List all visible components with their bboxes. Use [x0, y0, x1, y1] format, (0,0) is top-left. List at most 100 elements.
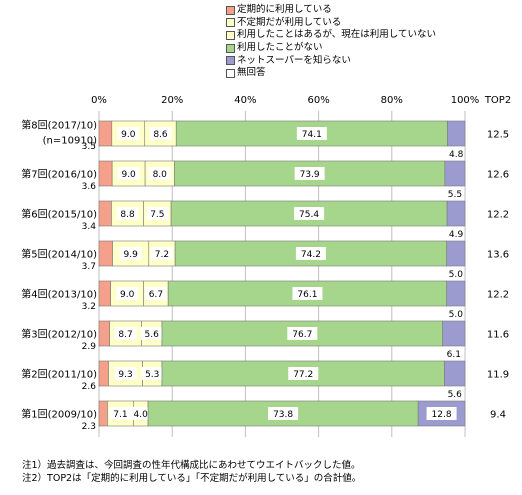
data-label-box: [109, 407, 132, 420]
data-label-box: [129, 407, 152, 420]
data-label: 4.8: [449, 150, 464, 160]
data-label-box: [426, 407, 457, 420]
data-label: 4.9: [449, 230, 464, 240]
top2-value: 12.5: [487, 130, 509, 141]
x-tick-label: 80%: [381, 95, 403, 106]
top2-header: TOP2: [484, 95, 511, 106]
legend-swatch: [226, 68, 235, 78]
bar-segment: [98, 240, 113, 267]
data-label: 5.5: [448, 190, 462, 200]
data-label: 8.0: [153, 170, 168, 180]
data-label-box: [268, 407, 299, 420]
top2-value: 12.2: [487, 210, 509, 221]
bar-segment: [444, 160, 466, 187]
top2-value: 11.9: [487, 370, 509, 381]
data-label: 76.7: [292, 330, 312, 340]
data-label: 12.8: [432, 410, 452, 420]
data-label-box: [294, 207, 325, 220]
data-label: 74.1: [302, 130, 322, 140]
data-label-box: [149, 127, 172, 140]
legend-label: 利用したことはあるが、現在は利用していない: [237, 29, 437, 41]
data-label-box: [287, 327, 318, 340]
data-label-box: [114, 327, 137, 340]
legend-item: 利用したことがない: [226, 42, 436, 55]
category-label: 第8回(2017/10): [21, 119, 97, 132]
data-label: 3.5: [82, 142, 96, 152]
top2-value: 9.4: [490, 410, 506, 421]
data-label: 2.6: [82, 382, 97, 392]
data-label: 8.6: [153, 130, 168, 140]
bar-segment: [446, 240, 466, 267]
note-1: 注1）過去調査は、今回調査の性年代構成比にあわせてウエイトバックした値。: [22, 460, 361, 471]
bar-segment: [446, 200, 466, 227]
top2-value: 12.2: [487, 290, 509, 301]
bar-segment: [98, 360, 109, 387]
data-label-box: [150, 247, 173, 260]
data-label: 9.9: [123, 250, 138, 260]
bar-segment: [442, 320, 466, 347]
legend-label: 定期的に利用している: [237, 4, 332, 16]
category-label-sub: (n=10910): [43, 136, 97, 147]
legend-label: 無回答: [237, 67, 266, 79]
data-label: 3.7: [82, 262, 96, 272]
bar-segment: [175, 120, 448, 147]
data-label-box: [117, 127, 140, 140]
data-label-box: [292, 287, 323, 300]
category-label: 第4回(2013/10): [21, 288, 97, 301]
data-label: 5.0: [449, 270, 464, 280]
legend-label: ネットスーパーを知らない: [237, 54, 351, 66]
data-label: 2.9: [82, 342, 97, 352]
legend-swatch: [226, 43, 235, 53]
data-label: 77.2: [293, 370, 313, 380]
legend-swatch: [226, 56, 235, 66]
bar-segment: [446, 280, 466, 307]
data-label: 7.2: [155, 250, 169, 260]
data-label-box: [144, 287, 167, 300]
data-label: 9.0: [121, 170, 136, 180]
data-label: 3.4: [82, 222, 97, 232]
data-label: 73.8: [273, 410, 293, 420]
legend-swatch: [226, 5, 235, 15]
data-label: 74.2: [301, 250, 321, 260]
data-label-box: [146, 207, 169, 220]
top2-value: 12.6: [487, 170, 509, 181]
category-label: 第6回(2015/10): [21, 208, 97, 221]
bar-segment: [98, 400, 108, 427]
data-label-box: [288, 367, 319, 380]
data-label: 8.7: [118, 330, 132, 340]
data-label: 5.0: [449, 310, 464, 320]
data-label: 73.9: [300, 170, 320, 180]
bar-segment: [98, 320, 110, 347]
bar-segment: [444, 360, 466, 387]
x-tick-label: 20%: [161, 95, 183, 106]
legend-item: ネットスーパーを知らない: [226, 54, 436, 67]
data-label: 75.4: [299, 210, 319, 220]
x-tick-label: 0%: [91, 95, 107, 106]
data-label-box: [295, 247, 326, 260]
category-label: 第1回(2009/10): [21, 408, 97, 421]
data-label-box: [117, 167, 140, 180]
data-label: 5.6: [145, 330, 160, 340]
data-label-box: [116, 207, 139, 220]
data-label-box: [296, 127, 327, 140]
category-label: 第2回(2011/10): [21, 368, 97, 381]
data-label: 3.6: [82, 182, 97, 192]
top2-value: 13.6: [487, 250, 509, 261]
data-label-box: [141, 367, 164, 380]
data-label-box: [114, 367, 137, 380]
bar-segment: [447, 120, 466, 147]
legend-label: 不定期だが利用している: [237, 16, 342, 28]
x-tick-label: 60%: [307, 95, 329, 106]
data-label: 6.7: [149, 290, 163, 300]
legend-swatch: [226, 30, 235, 40]
data-label: 9.0: [121, 130, 136, 140]
chart-legend: 定期的に利用している 不定期だが利用している 利用したことはあるが、現在は利用してい…: [226, 4, 436, 80]
category-label: 第7回(2016/10): [21, 168, 97, 181]
data-label: 9.3: [118, 370, 132, 380]
data-label: 2.3: [82, 422, 96, 432]
category-label: 第3回(2012/10): [21, 328, 97, 341]
legend-item: 定期的に利用している: [226, 4, 436, 17]
legend-item: 無回答: [226, 67, 436, 80]
x-tick-label: 40%: [234, 95, 256, 106]
legend-swatch: [226, 18, 235, 28]
